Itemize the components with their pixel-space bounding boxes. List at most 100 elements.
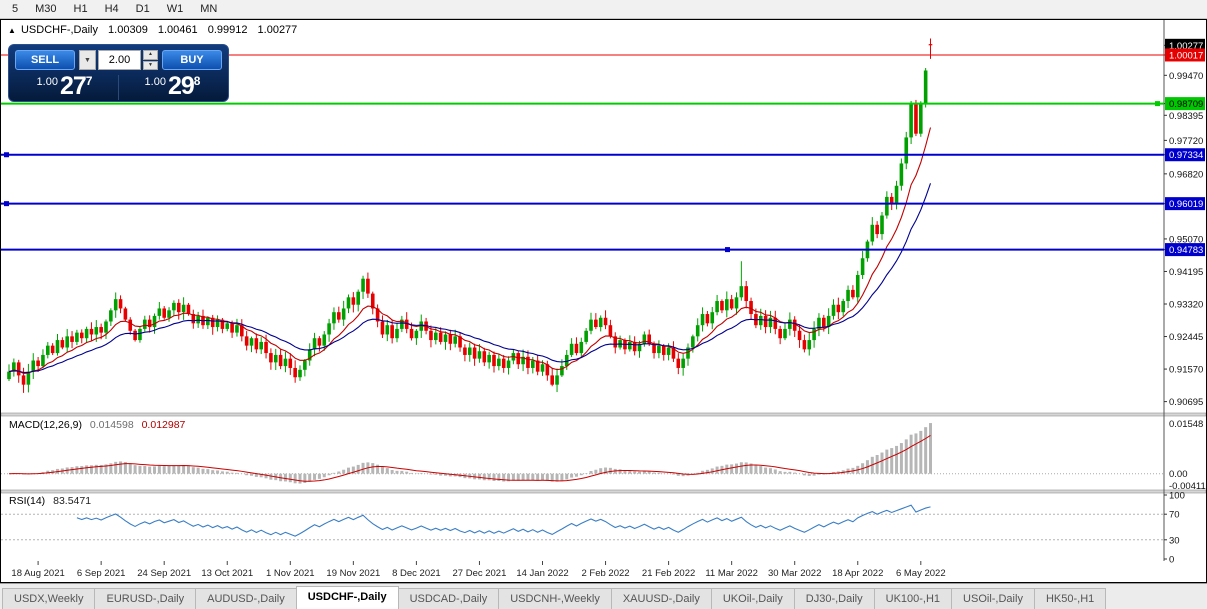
rsi-name: RSI(14) — [9, 495, 46, 507]
ask-price-prefix: 1.00 — [144, 76, 166, 88]
svg-text:14 Jan 2022: 14 Jan 2022 — [516, 568, 568, 579]
svg-text:0.96019: 0.96019 — [1169, 199, 1203, 210]
svg-text:18 Aug 2021: 18 Aug 2021 — [11, 568, 64, 579]
chart-tab-usdx-weekly[interactable]: USDX,Weekly — [2, 588, 96, 609]
rsi-indicator-label: RSI(14) 83.5471 — [9, 495, 96, 507]
svg-text:19 Nov 2021: 19 Nov 2021 — [326, 568, 380, 579]
bid-price-big: 27 — [59, 72, 87, 100]
buy-button[interactable]: BUY — [162, 50, 222, 70]
svg-text:0.98709: 0.98709 — [1169, 99, 1203, 110]
timeframe-5[interactable]: 5 — [12, 3, 19, 15]
svg-text:8 Dec 2021: 8 Dec 2021 — [392, 568, 441, 579]
pane-separator[interactable] — [1, 412, 1206, 417]
timeframe-m30[interactable]: M30 — [35, 3, 57, 15]
price-label-green-line — [1165, 97, 1205, 111]
chart-tab-uk100-h1[interactable]: UK100-,H1 — [873, 588, 953, 609]
svg-text:0: 0 — [1169, 555, 1174, 566]
svg-text:0.99470: 0.99470 — [1169, 71, 1203, 82]
ma-fast-line — [8, 127, 932, 375]
chart-tab-ukoil-daily[interactable]: UKOil-,Daily — [710, 588, 795, 609]
macd-signal-line — [8, 434, 931, 482]
rsi-axis[interactable]: 100 70 30 0 — [1164, 491, 1185, 566]
hline-anchor[interactable] — [725, 247, 730, 253]
ask-price: 1.00 29 8 — [123, 72, 222, 103]
chart-tab-audusd-daily[interactable]: AUDUSD-,Daily — [195, 588, 297, 609]
price-label-blue-line — [1165, 148, 1205, 162]
bid-ask-row: 1.00 27 7 1.00 29 8 — [15, 72, 222, 103]
chart-tab-usoil-daily[interactable]: USOil-,Daily — [951, 588, 1035, 609]
svg-text:1.00277: 1.00277 — [1169, 41, 1203, 52]
svg-text:0.94195: 0.94195 — [1169, 267, 1203, 278]
date-axis[interactable]: 18 Aug 2021 6 Sep 2021 24 Sep 2021 13 Oct 2… — [11, 561, 946, 579]
pane-separator[interactable] — [1, 489, 1206, 494]
svg-text:0.97334: 0.97334 — [1169, 150, 1203, 161]
svg-text:0.98395: 0.98395 — [1169, 111, 1203, 122]
svg-text:0.92445: 0.92445 — [1169, 332, 1203, 343]
macd-indicator-label: MACD(12,26,9) 0.014598 0.012987 — [9, 419, 190, 431]
svg-text:0.93320: 0.93320 — [1169, 299, 1203, 310]
volume-input[interactable]: 2.00 — [98, 50, 141, 70]
quote-low: 0.99912 — [207, 24, 248, 36]
svg-text:0.91570: 0.91570 — [1169, 365, 1203, 376]
macd-axis[interactable]: 0.01548 0.00-0.00411 — [1169, 419, 1206, 492]
svg-text:1.00017: 1.00017 — [1169, 50, 1203, 61]
timeframe-h4[interactable]: H4 — [104, 3, 119, 15]
svg-text:0.96820: 0.96820 — [1169, 169, 1203, 180]
symbol-marker-icon: ▲ — [8, 26, 16, 35]
volume-dropdown-icon[interactable]: ▼ — [79, 50, 96, 70]
chart-tab-eurusd-daily[interactable]: EURUSD-,Daily — [94, 588, 197, 609]
svg-text:0.95070: 0.95070 — [1169, 234, 1203, 245]
chart-title: ▲ USDCHF-,Daily 1.00309 1.00461 0.99912 … — [8, 24, 304, 36]
macd-main-value: 0.014598 — [89, 419, 134, 431]
volume-control: ▼ 2.00 ▲ ▼ — [79, 50, 158, 70]
macd-histogram — [12, 423, 932, 484]
svg-text:30: 30 — [1169, 535, 1180, 546]
chart-tab-usdcnh-weekly[interactable]: USDCNH-,Weekly — [498, 588, 612, 609]
ask-price-big: 29 — [167, 72, 195, 100]
volume-up-icon[interactable]: ▲ — [143, 50, 158, 60]
price-divider — [118, 75, 119, 100]
price-label-red-line — [1165, 48, 1205, 62]
svg-text:21 Feb 2022: 21 Feb 2022 — [642, 568, 695, 579]
timeframe-toolbar: 5 M30 H1 H4 D1 W1 MN — [0, 0, 1207, 19]
svg-text:2 Feb 2022: 2 Feb 2022 — [582, 568, 630, 579]
chart-tab-dj30-daily[interactable]: DJ30-,Daily — [793, 588, 875, 609]
svg-text:0.90695: 0.90695 — [1169, 397, 1203, 408]
volume-down-icon[interactable]: ▼ — [143, 60, 158, 70]
chart-tab-xauusd-daily[interactable]: XAUUSD-,Daily — [610, 588, 712, 609]
svg-text:6 Sep 2021: 6 Sep 2021 — [77, 568, 126, 579]
hline-anchor[interactable] — [4, 201, 9, 207]
svg-text:13 Oct 2021: 13 Oct 2021 — [201, 568, 253, 579]
timeframe-d1[interactable]: D1 — [135, 3, 150, 15]
timeframe-mn[interactable]: MN — [200, 3, 218, 15]
bid-price-pip: 7 — [85, 74, 93, 88]
price-label-blue-line — [1165, 243, 1205, 257]
ma-slow-line — [8, 183, 932, 374]
chart-tab-hk50-h1[interactable]: HK50-,H1 — [1033, 588, 1107, 609]
hline-anchor[interactable] — [1155, 101, 1160, 107]
chart-tab-usdcad-daily[interactable]: USDCAD-,Daily — [397, 588, 500, 609]
hline-anchor[interactable] — [4, 152, 9, 158]
chart-canvas[interactable]: 1.002771.000170.994700.987090.983950.977… — [1, 20, 1206, 582]
one-click-trading-panel: SELL ▼ 2.00 ▲ ▼ BUY 1.00 27 7 — [8, 44, 229, 102]
svg-text:0.00: 0.00 — [1169, 469, 1188, 480]
svg-text:0.01548: 0.01548 — [1169, 419, 1203, 430]
timeframe-h1[interactable]: H1 — [73, 3, 88, 15]
rsi-line — [76, 504, 931, 537]
trade-buttons-row: SELL ▼ 2.00 ▲ ▼ BUY — [15, 50, 222, 70]
macd-name: MACD(12,26,9) — [9, 419, 82, 431]
svg-text:27 Dec 2021: 27 Dec 2021 — [453, 568, 507, 579]
sell-button[interactable]: SELL — [15, 50, 75, 70]
chart-tab-usdchf-daily[interactable]: USDCHF-,Daily — [295, 586, 399, 609]
timeframe-w1[interactable]: W1 — [166, 3, 184, 15]
svg-text:6 May 2022: 6 May 2022 — [896, 568, 946, 579]
bid-price: 1.00 27 7 — [15, 72, 114, 103]
volume-stepper: ▲ ▼ — [143, 50, 158, 70]
chart-window: 1.00277 1.00017 0.99470 0.98709 0.98395 0.977… — [0, 19, 1207, 583]
price-label-blue-line — [1165, 197, 1205, 211]
svg-text:24 Sep 2021: 24 Sep 2021 — [137, 568, 191, 579]
svg-text:11 Mar 2022: 11 Mar 2022 — [705, 568, 758, 579]
svg-text:-0.00411: -0.00411 — [1169, 481, 1206, 492]
